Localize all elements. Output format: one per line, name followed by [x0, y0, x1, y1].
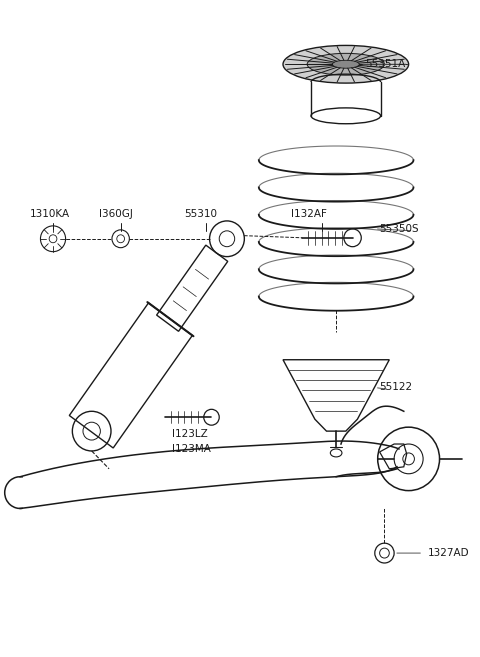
Text: 55310: 55310: [184, 209, 217, 219]
Text: I123MA: I123MA: [172, 444, 211, 454]
Text: 1310KA: 1310KA: [30, 209, 70, 219]
Text: I123LZ: I123LZ: [172, 429, 208, 439]
Text: 1327AD: 1327AD: [428, 548, 469, 558]
Text: 55350S: 55350S: [380, 224, 419, 234]
Ellipse shape: [283, 45, 408, 83]
Text: 55122: 55122: [380, 382, 413, 392]
Text: 55351A: 55351A: [365, 59, 406, 69]
Ellipse shape: [332, 60, 360, 68]
Text: I132AF: I132AF: [291, 209, 326, 219]
Ellipse shape: [307, 53, 384, 75]
Text: I360GJ: I360GJ: [99, 209, 133, 219]
